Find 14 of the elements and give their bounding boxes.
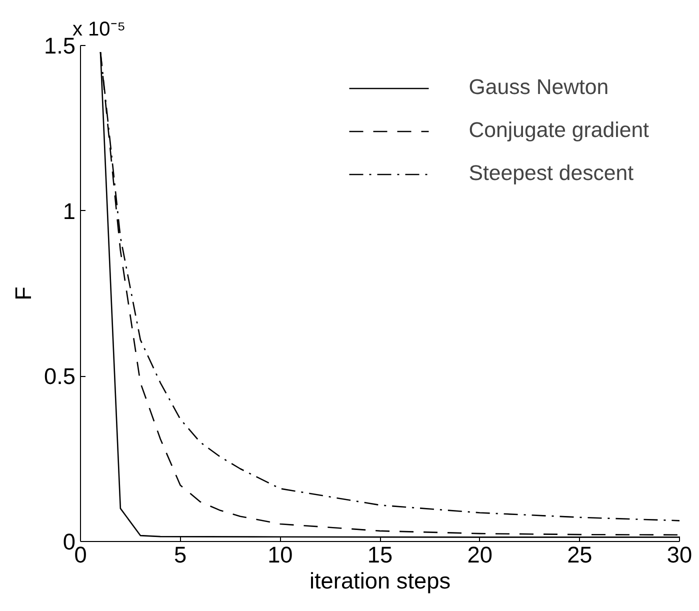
legend-label: Steepest descent — [468, 161, 634, 186]
x-tick-label: 15 — [367, 542, 393, 568]
text: x 10⁻⁵ — [72, 18, 126, 40]
y-tick-label: 1 — [62, 198, 76, 224]
legend-label: Conjugate gradient — [468, 118, 649, 143]
legend-label: Gauss Newton — [468, 75, 609, 100]
x-tick-label: 30 — [666, 542, 692, 568]
x-tick-label: 20 — [467, 542, 492, 568]
y-tick-label: 0.5 — [44, 363, 76, 390]
x-tick-label: 5 — [174, 542, 187, 568]
x-tick-label: 10 — [268, 542, 293, 568]
x-tick-label: 25 — [567, 542, 592, 568]
y-axis-title: F — [10, 286, 36, 300]
x-axis-title: iteration steps — [309, 568, 451, 594]
